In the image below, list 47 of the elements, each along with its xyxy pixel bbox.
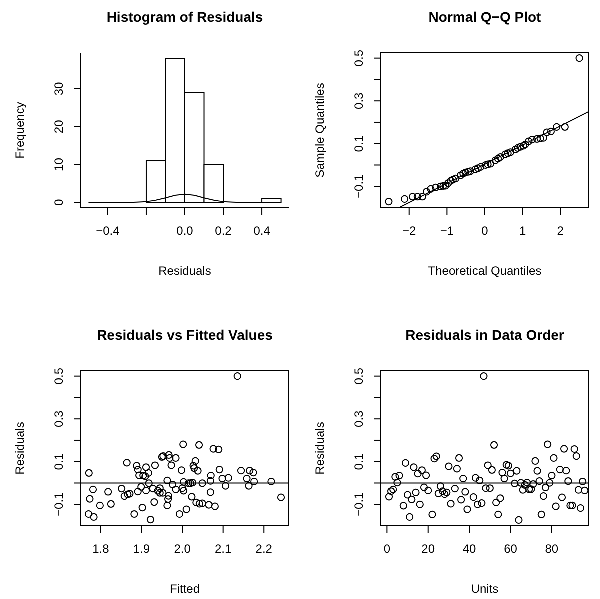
y-tick-label: 0.1: [52, 453, 66, 470]
y-tick-label: 0.3: [352, 92, 366, 110]
x-tick-label: −2: [402, 224, 417, 238]
y-tick-label: 20: [52, 120, 66, 134]
x-tick-label: 1.9: [133, 542, 150, 556]
y-tick-label: 0.3: [52, 410, 66, 428]
y-tick-label: −0.1: [352, 174, 366, 198]
x-axis-title: Theoretical Quantiles: [428, 264, 542, 278]
x-tick-label: 0: [482, 224, 489, 238]
y-tick-label: 10: [52, 158, 66, 172]
y-tick-label: 0.1: [352, 135, 366, 152]
x-tick-label: 0.2: [215, 224, 232, 238]
x-tick-label: 0.4: [254, 224, 271, 238]
x-tick-label: 2.2: [256, 542, 273, 556]
y-tick-label: 0.5: [352, 50, 366, 67]
chart-title: Residuals in Data Order: [406, 327, 565, 343]
y-tick-label: 0.5: [52, 368, 66, 385]
x-tick-label: 1: [519, 224, 526, 238]
x-axis-title: Fitted: [170, 582, 200, 596]
y-tick-label: −0.1: [352, 492, 366, 516]
x-axis-title: Units: [471, 582, 499, 596]
x-tick-label: −1: [440, 224, 454, 238]
chart-title: Histogram of Residuals: [106, 9, 264, 25]
x-tick-label: 20: [422, 542, 436, 556]
y-axis-title: Frequency: [13, 102, 27, 159]
x-tick-label: 2: [557, 224, 564, 238]
y-tick-label: 0.3: [352, 410, 366, 428]
x-tick-label: −0.4: [96, 224, 120, 238]
x-tick-label: 60: [504, 542, 518, 556]
y-tick-label: 0: [52, 199, 66, 206]
y-axis-title: Residuals: [313, 422, 327, 475]
y-tick-label: 0.5: [352, 368, 366, 385]
x-tick-label: 40: [462, 542, 477, 556]
x-tick-label: 1.8: [92, 542, 110, 556]
y-axis-title: Residuals: [13, 422, 27, 475]
chart-title: Residuals vs Fitted Values: [97, 327, 274, 343]
x-tick-label: 80: [545, 542, 559, 556]
y-tick-label: −0.1: [52, 492, 66, 516]
x-axis-title: Residuals: [158, 264, 212, 278]
x-tick-label: 0.0: [176, 224, 194, 238]
y-axis-title: Sample Quantiles: [313, 83, 327, 178]
chart-title: Normal Q−Q Plot: [428, 9, 542, 25]
y-tick-label: 0.1: [352, 453, 366, 470]
x-tick-label: 0: [384, 542, 391, 556]
x-tick-label: 2.1: [214, 542, 232, 556]
y-tick-label: 30: [52, 82, 66, 96]
x-tick-label: 2.0: [174, 542, 192, 556]
